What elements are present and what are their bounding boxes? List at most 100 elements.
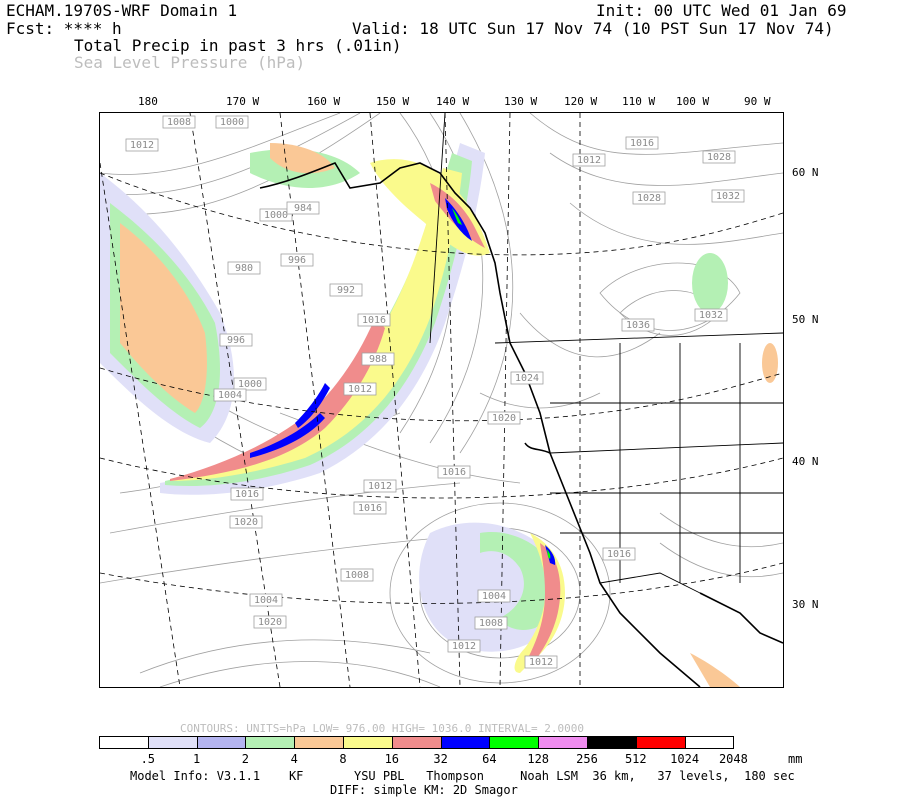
isobar-label-box — [447, 639, 481, 653]
isobar-label: 1016 — [358, 503, 382, 514]
isobar-label-box — [702, 150, 736, 164]
isobar-label-box — [621, 318, 655, 332]
isobar-label: 1028 — [637, 193, 661, 204]
isobar-label: 980 — [235, 263, 253, 274]
isobar-label: 1012 — [577, 155, 601, 166]
colorbar-swatch — [440, 736, 491, 749]
contour-info: CONTOURS: UNITS=hPa LOW= 976.00 HIGH= 10… — [180, 722, 584, 735]
field-precip-title: Total Precip in past 3 hrs (.01in) — [74, 36, 402, 55]
isobar-label-box — [286, 201, 320, 215]
colorbar-swatch — [147, 736, 198, 749]
forecast-hour: Fcst: **** h — [6, 19, 122, 38]
isobar-label: 1016 — [235, 489, 259, 500]
colorbar-label: 1 — [192, 752, 201, 766]
isobar-label: 992 — [337, 285, 355, 296]
isobar-label: 1032 — [716, 191, 740, 202]
isobar-label-box — [230, 487, 264, 501]
isobar-label: 1012 — [452, 641, 476, 652]
longitude-label: 170 W — [226, 95, 260, 108]
colorbar-swatch — [538, 736, 588, 749]
init-time: Init: 00 UTC Wed 01 Jan 69 — [596, 1, 847, 20]
isobar-label-box — [215, 115, 249, 129]
colorbar-label: 8 — [339, 752, 347, 766]
isobar-label-box — [711, 189, 745, 203]
model-title: ECHAM.1970S-WRF Domain 1 — [6, 1, 238, 20]
colorbar-swatch — [587, 736, 637, 749]
precip-shading — [100, 143, 778, 687]
isobar-label-box — [213, 388, 247, 402]
isobar-label-box — [233, 377, 267, 391]
isobar-label: 996 — [288, 255, 306, 266]
isobar-label: 1020 — [492, 413, 516, 424]
isobar-label-box — [437, 465, 471, 479]
colorbar-label: 1024 — [670, 752, 700, 766]
longitude-label: 160 W — [307, 95, 341, 108]
colorbar-swatch — [294, 736, 344, 749]
isobar-label-box — [602, 547, 636, 561]
isobar-label-box — [162, 115, 196, 129]
colorbar-label: 2 — [241, 752, 250, 766]
isobar-label: 984 — [294, 203, 312, 214]
isobar-label: 1012 — [368, 481, 392, 492]
isobar-label: 1000 — [238, 379, 262, 390]
isobar-label-box — [253, 615, 287, 629]
longitude-label: 140 W — [436, 95, 470, 108]
isobar-label: 1012 — [130, 140, 154, 151]
isobar-label: 1016 — [630, 138, 654, 149]
isobar-label: 1000 — [264, 210, 288, 221]
colorbar-label: .5 — [140, 752, 156, 766]
longitude-label: 90 W — [744, 95, 771, 108]
isobar-label: 1012 — [529, 657, 553, 668]
colorbar-units: mm — [788, 752, 803, 766]
isobar-label: 1008 — [167, 117, 191, 128]
isobar-label: 1036 — [626, 320, 650, 331]
isobar-label-box — [357, 313, 391, 327]
colorbar-label: 512 — [624, 752, 647, 766]
isobar-label: 1016 — [607, 549, 631, 560]
longitude-label: 130 W — [504, 95, 538, 108]
colorbar-swatch — [99, 736, 149, 749]
colorbar-swatch — [684, 736, 735, 749]
map-svg: 1008 1000 1012 1012 1016 1028 1028 1032 1036 1032… — [100, 113, 783, 687]
colorbar-swatch — [391, 736, 442, 749]
colorbar-label: 128 — [527, 752, 550, 766]
isobar-label-box — [524, 655, 558, 669]
longitude-label: 110 W — [622, 95, 656, 108]
borders — [429, 113, 783, 594]
colorbar-swatch — [245, 736, 296, 749]
isobar-label-box — [694, 308, 728, 322]
longitude-label: 150 W — [376, 95, 410, 108]
isobar-label: 988 — [369, 354, 387, 365]
isobar-label-box — [632, 191, 666, 205]
isobar-label: 1032 — [699, 310, 723, 321]
isobar-label-box — [361, 352, 395, 366]
isobar-label: 1020 — [234, 517, 258, 528]
coastlines — [259, 162, 783, 687]
isobar-label-box — [477, 589, 511, 603]
isobar-label-box — [227, 261, 261, 275]
colorbar-label: 32 — [433, 752, 448, 766]
isobar-label-box — [125, 138, 159, 152]
latitude-label: 30 N — [792, 598, 819, 611]
isobar-label-box — [259, 208, 293, 222]
isobar-label-box — [625, 136, 659, 150]
colorbar-label: 256 — [576, 752, 598, 766]
isobar-label: 1004 — [254, 595, 278, 606]
isobar-label-box — [353, 501, 387, 515]
colorbar-swatch — [343, 736, 393, 749]
model-info-line1: Model Info: V3.1.1 KF YSU PBL Thompson N… — [130, 769, 795, 783]
isobar-label: 1020 — [258, 617, 282, 628]
colorbar-swatch — [635, 736, 686, 749]
valid-time: Valid: 18 UTC Sun 17 Nov 74 (10 PST Sun … — [352, 19, 834, 38]
isobar-label-box — [572, 153, 606, 167]
colorbar-swatch — [489, 736, 540, 749]
colorbar-label: 4 — [290, 752, 298, 766]
isobar-label: 1016 — [442, 467, 466, 478]
colorbar-swatch — [196, 736, 247, 749]
colorbar-label: 2048 — [718, 752, 748, 766]
isobar-label: 996 — [227, 335, 245, 346]
isobar-label: 1000 — [220, 117, 244, 128]
colorbar-label: 16 — [384, 752, 400, 766]
latitude-label: 60 N — [792, 166, 819, 179]
isobar-label-box — [363, 479, 397, 493]
